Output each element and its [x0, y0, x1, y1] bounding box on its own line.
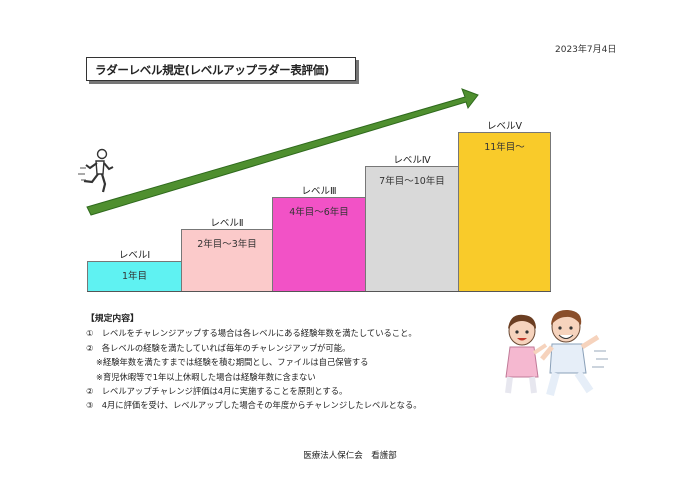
date-label: 2023年7月4日 [555, 45, 617, 55]
level-step-1: 1年目 [87, 261, 182, 292]
level-step-3: 4年目～6年目 [272, 197, 366, 292]
level-label: レベルⅣ [393, 155, 431, 166]
level-years: 4年目～6年目 [289, 207, 349, 218]
rule-note: ※経験年数を満たすまでは経験を積む期間とし、ファイルは自己保管する [96, 357, 369, 368]
rule-line: ② レベルアップチャレンジ評価は4月に実施することを原則とする。 [86, 386, 348, 397]
baseline [87, 291, 551, 292]
running-nurses-illustration [505, 309, 608, 397]
level-step-5: 11年目～ [458, 132, 551, 292]
level-years: 1年目 [121, 271, 148, 282]
level-years: 2年目～3年目 [197, 239, 257, 250]
level-label: レベルⅢ [301, 186, 337, 197]
rule-line: ① レベルをチャレンジアップする場合は各レベルにある経験年数を満たしていること。 [86, 328, 417, 339]
title-box: ラダーレベル規定(レベルアップラダー表評価) [86, 57, 356, 81]
rule-note: ※育児休暇等で1年以上休暇した場合は経験年数に含まない [96, 371, 316, 382]
rule-line: ② 各レベルの経験を満たしていれば毎年のチャレンジアップが可能。 [86, 342, 351, 353]
rules-section: 【規定内容】 ① レベルをチャレンジアップする場合は各レベルにある経験年数を満た… [86, 312, 422, 413]
arrow-shape [86, 88, 479, 216]
footer-organization: 医療法人保仁会 看護部 [303, 451, 397, 461]
level-years: 7年目～10年目 [379, 176, 445, 187]
rules-heading: 【規定内容】 [86, 314, 139, 324]
level-label: レベルⅡ [210, 218, 244, 229]
level-step-2: 2年目～3年目 [181, 229, 273, 292]
page-title: ラダーレベル規定(レベルアップラダー表評価) [95, 63, 329, 77]
rule-line: ③ 4月に評価を受け、レベルアップした場合その年度からチャレンジしたレベルとなる… [86, 400, 422, 411]
running-person-icon [78, 148, 114, 193]
level-label: レベルⅤ [487, 121, 522, 132]
level-label: レベルⅠ [118, 250, 151, 261]
level-step-4: 7年目～10年目 [365, 166, 459, 292]
level-years: 11年目～ [484, 142, 525, 153]
